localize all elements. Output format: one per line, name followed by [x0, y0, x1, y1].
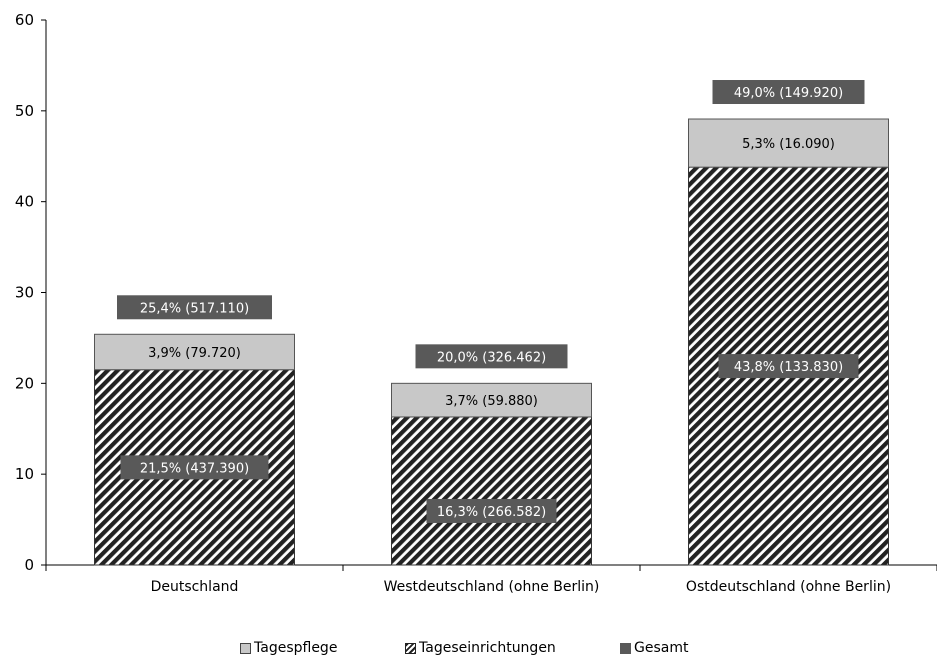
- legend-label-tageseinrichtungen: Tageseinrichtungen: [419, 640, 556, 656]
- data-label-gesamt: 20,0% (326.462): [437, 350, 546, 365]
- data-label-tageseinrichtungen-box: [718, 354, 859, 379]
- legend-swatch-gesamt-icon: [620, 642, 631, 654]
- y-tick-label: 0: [24, 556, 34, 574]
- bar-segment-tageseinrichtungen: [391, 416, 592, 566]
- x-category-label: Deutschland: [151, 579, 239, 595]
- y-tick-label: 40: [15, 193, 34, 211]
- data-label-gesamt: 25,4% (517.110): [140, 301, 249, 316]
- data-label-tagespflege: 3,9% (79.720): [148, 346, 241, 361]
- data-label-tageseinrichtungen: 16,3% (266.582): [437, 505, 546, 520]
- y-tick-label: 10: [15, 465, 34, 483]
- data-label-tageseinrichtungen: 21,5% (437.390): [140, 461, 249, 476]
- y-tick-label: 60: [15, 11, 34, 29]
- chart-legend: Tagespflege Tageseinrichtungen Gesamt: [0, 638, 937, 657]
- x-category-label: Westdeutschland (ohne Berlin): [384, 579, 600, 595]
- data-label-gesamt-box: [712, 80, 865, 105]
- y-tick-label: 30: [15, 284, 34, 302]
- legend-swatch-tagespflege-icon: [240, 642, 251, 654]
- data-label-gesamt-box: [117, 295, 272, 320]
- data-label-tageseinrichtungen-box: [426, 498, 557, 523]
- y-tick-label: 20: [15, 374, 34, 392]
- y-tick-label: 50: [15, 102, 34, 120]
- legend-label-tagespflege: Tagespflege: [254, 640, 338, 656]
- legend-item-tageseinrichtungen: Tageseinrichtungen: [405, 640, 556, 656]
- data-label-tagespflege: 5,3% (16.090): [742, 137, 835, 152]
- data-label-gesamt-box: [415, 344, 568, 369]
- data-label-tageseinrichtungen: 43,8% (133.830): [734, 360, 843, 375]
- x-category-label: Ostdeutschland (ohne Berlin): [686, 579, 891, 595]
- data-label-tagespflege: 3,7% (59.880): [445, 394, 538, 409]
- data-label-gesamt: 49,0% (149.920): [734, 86, 843, 101]
- legend-label-gesamt: Gesamt: [634, 640, 689, 656]
- stacked-bar-chart: 0 10 20 30 40 50 60 3,9% (79.720) 21,5% (437.39…: [15, 11, 937, 595]
- bar-segment-tagespflege: [391, 382, 592, 418]
- bar-segment-tagespflege: [688, 118, 889, 168]
- data-label-tageseinrichtungen-box: [120, 455, 269, 480]
- bar-segment-tagespflege: [94, 333, 295, 371]
- legend-item-gesamt: Gesamt: [620, 640, 688, 656]
- legend-swatch-tageseinrichtungen-icon: [405, 642, 416, 654]
- legend-item-tagespflege: Tagespflege: [240, 640, 337, 656]
